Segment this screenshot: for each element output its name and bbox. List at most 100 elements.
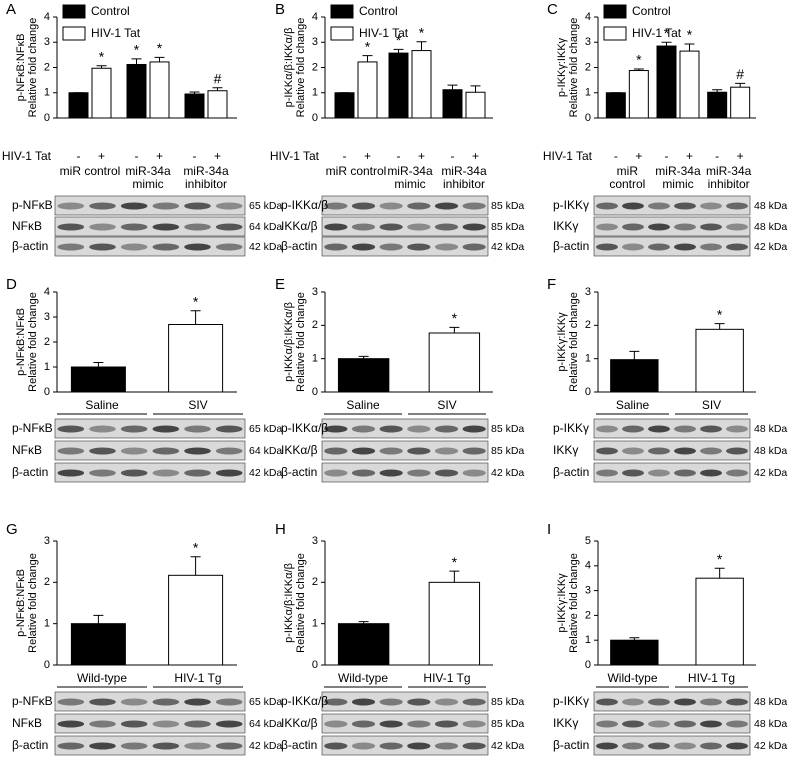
- error-bar: [449, 326, 460, 333]
- blot-band: [324, 447, 348, 455]
- treatment-mark: -: [614, 149, 618, 163]
- y-axis-label: Relative fold change: [568, 553, 580, 653]
- error-bar: [629, 350, 640, 360]
- blot-band: [700, 742, 722, 750]
- blot-band: [726, 223, 748, 231]
- error-bar: [393, 48, 404, 54]
- treatment-mark: -: [665, 149, 669, 163]
- y-tick-label: 0: [44, 386, 50, 398]
- blot-band: [596, 243, 618, 251]
- x-tick-label: Saline: [85, 398, 119, 412]
- blot-strip: [593, 195, 751, 216]
- blot-band: [407, 742, 431, 750]
- blot-band: [462, 720, 486, 728]
- blot-strip: [321, 195, 489, 216]
- bar: [207, 90, 228, 119]
- blot-band: [434, 425, 459, 433]
- error-bar: [735, 82, 746, 88]
- blot-band: [462, 469, 486, 477]
- treatment-mark: +: [737, 149, 744, 163]
- blot-band: [674, 720, 696, 728]
- blot-strip: [321, 236, 489, 257]
- blot-band: [351, 223, 376, 231]
- blot-band: [434, 202, 459, 210]
- panel-letter: G: [6, 521, 18, 538]
- significance-mark: *: [396, 32, 402, 48]
- legend-swatch: [603, 4, 627, 19]
- significance-mark: *: [664, 25, 670, 41]
- blot-band: [120, 742, 148, 750]
- blot-label: NFκB: [12, 443, 42, 457]
- y-tick-label: 3: [312, 286, 318, 298]
- blot-band: [462, 425, 486, 433]
- error-bar: [189, 91, 200, 95]
- error-bar: [633, 68, 644, 71]
- blot-size: 48 kDa: [754, 445, 787, 457]
- y-tick-label: 3: [44, 36, 50, 48]
- y-tick-label: 0: [312, 386, 318, 398]
- y-tick-label: 2: [585, 609, 591, 621]
- bar: [184, 93, 205, 119]
- blot-band: [57, 469, 85, 477]
- significance-mark: *: [193, 539, 199, 555]
- blot-strip: [54, 418, 246, 439]
- blot-strip: [54, 691, 246, 712]
- blot-band: [351, 202, 376, 210]
- blot-band: [622, 223, 644, 231]
- legend-label: HIV-1 Tat: [632, 26, 682, 40]
- blot-size: 85 kDa: [491, 423, 524, 435]
- blot-band: [407, 720, 431, 728]
- blot-size: 65 kDa: [249, 423, 282, 435]
- blot-label: p-IKKα/β: [281, 421, 328, 435]
- blot-band: [57, 698, 85, 706]
- bar: [605, 92, 626, 119]
- blot-band: [324, 720, 348, 728]
- y-tick-label: 2: [44, 336, 50, 348]
- category-box: miR-34a inhibitor: [441, 165, 486, 191]
- blot-size: 48 kDa: [754, 696, 787, 708]
- y-tick-label: 0: [44, 112, 50, 124]
- y-tick-label: 0: [585, 659, 591, 671]
- bar: [610, 639, 659, 666]
- y-tick-label: 2: [44, 61, 50, 73]
- blot-band: [726, 425, 748, 433]
- blot-label: β-actin: [12, 465, 48, 479]
- blot-band: [120, 223, 148, 231]
- blot-label: β-actin: [281, 465, 317, 479]
- bar: [357, 61, 378, 119]
- category-box: miR-34a inhibitor: [183, 165, 228, 191]
- error-bar: [154, 56, 165, 62]
- blot-size: 85 kDa: [491, 718, 524, 730]
- blot-strip: [593, 462, 751, 483]
- blot-band: [622, 202, 644, 210]
- blot-label: β-actin: [553, 738, 589, 752]
- blot-band: [324, 742, 348, 750]
- blot-band: [152, 243, 180, 251]
- blot-size: 42 kDa: [754, 467, 787, 479]
- blot-band: [152, 447, 180, 455]
- treatment-mark: -: [135, 149, 139, 163]
- significance-mark: *: [365, 38, 371, 54]
- bar: [730, 86, 751, 119]
- blot-band: [152, 469, 180, 477]
- blot-band: [215, 425, 243, 433]
- blot-strip: [54, 462, 246, 483]
- blot-band: [596, 425, 618, 433]
- blot-band: [379, 742, 403, 750]
- blot-band: [462, 742, 486, 750]
- treatment-mark: -: [77, 149, 81, 163]
- treatment-mark: +: [418, 149, 425, 163]
- blot-band: [351, 698, 376, 706]
- x-tick-label: miR-34a mimic: [387, 165, 433, 191]
- blot-band: [622, 742, 644, 750]
- blot-band: [674, 425, 696, 433]
- blot-band: [622, 469, 644, 477]
- bar: [149, 61, 170, 119]
- blot-strip: [321, 735, 489, 756]
- blot-band: [462, 202, 486, 210]
- blot-size: 85 kDa: [491, 200, 524, 212]
- error-bar: [190, 556, 201, 576]
- blot-size: 65 kDa: [249, 200, 282, 212]
- panel-letter: E: [275, 276, 285, 293]
- y-tick-label: 4: [44, 11, 50, 23]
